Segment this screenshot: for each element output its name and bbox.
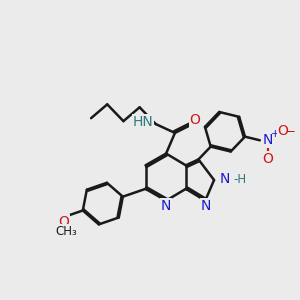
Text: O: O bbox=[277, 124, 288, 138]
Text: +: + bbox=[271, 129, 280, 140]
Text: N: N bbox=[161, 199, 171, 213]
Text: N: N bbox=[220, 172, 230, 186]
Text: N: N bbox=[263, 133, 273, 147]
Text: HN: HN bbox=[133, 115, 153, 129]
Text: O: O bbox=[262, 152, 274, 166]
Text: -H: -H bbox=[233, 173, 246, 186]
Text: N: N bbox=[201, 199, 211, 213]
Text: CH₃: CH₃ bbox=[55, 225, 77, 238]
Text: −: − bbox=[286, 125, 296, 138]
Text: O: O bbox=[190, 113, 200, 127]
Text: O: O bbox=[58, 215, 69, 229]
